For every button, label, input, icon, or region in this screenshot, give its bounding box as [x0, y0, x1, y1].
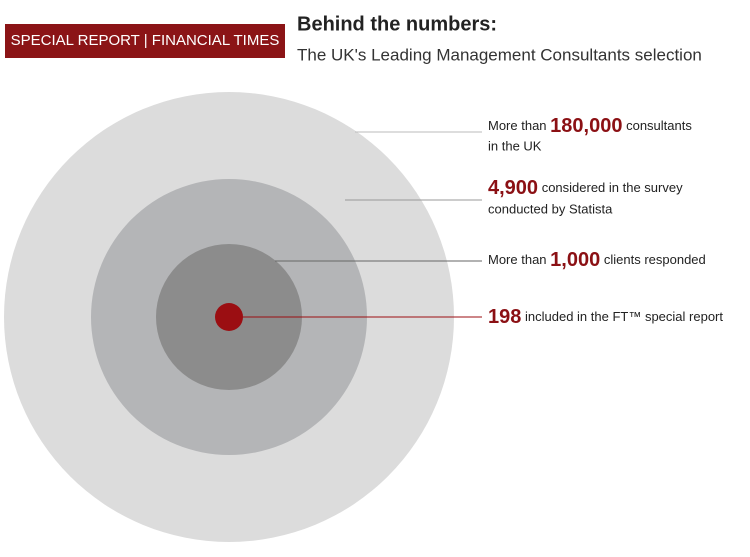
- badge: SPECIAL REPORT | FINANCIAL TIMES: [11, 32, 280, 49]
- ring-label: 198 included in the FT™ special report: [488, 306, 723, 328]
- subtitle: The UK's Leading Management Consultants …: [297, 45, 702, 64]
- suffix: considered in the survey: [542, 180, 683, 195]
- ring-label: 4,900 considered in the survey: [488, 177, 683, 199]
- number: 1,000: [550, 249, 600, 271]
- prefix: More than: [488, 252, 547, 267]
- number: 4,900: [488, 177, 538, 199]
- ring-label-line2: conducted by Statista: [488, 201, 613, 216]
- ring-label-line2: in the UK: [488, 138, 542, 153]
- suffix: consultants: [626, 118, 692, 133]
- prefix: More than: [488, 118, 547, 133]
- number: 198: [488, 306, 521, 328]
- ring-label: More than 180,000 consultants: [488, 115, 692, 137]
- title: Behind the numbers:: [297, 13, 497, 35]
- ring-label: More than 1,000 clients responded: [488, 249, 706, 271]
- suffix: included in the FT™ special report: [525, 309, 723, 324]
- number: 180,000: [550, 115, 622, 137]
- badge-bg: [5, 24, 285, 58]
- suffix: clients responded: [604, 252, 706, 267]
